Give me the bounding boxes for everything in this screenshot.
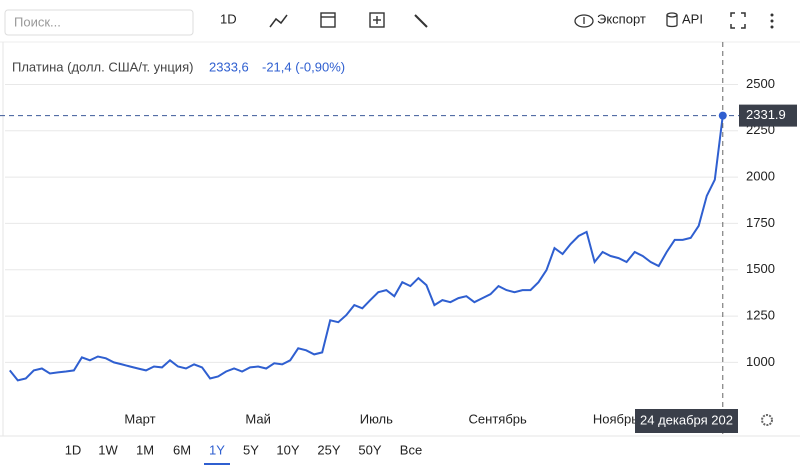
range-button[interactable]: 1W xyxy=(98,442,118,457)
export-icon[interactable] xyxy=(574,14,594,28)
range-button[interactable]: 1M xyxy=(136,442,154,457)
search-box[interactable] xyxy=(4,9,194,36)
range-button[interactable]: 50Y xyxy=(358,442,381,457)
y-tick-label: 2500 xyxy=(746,76,775,91)
api-icon xyxy=(666,12,678,28)
search-placeholder: Поиск... xyxy=(14,14,61,29)
x-tick-label: Июль xyxy=(360,411,393,426)
x-tick-label: Ноябрь xyxy=(593,411,638,426)
settings-tool-icon[interactable] xyxy=(414,14,428,28)
x-tick-label: Сентябрь xyxy=(469,411,527,426)
export-button[interactable]: Экспорт xyxy=(597,11,646,26)
y-tick-label: 1000 xyxy=(746,354,775,369)
menu-icon[interactable] xyxy=(770,13,774,29)
last-point xyxy=(718,111,727,120)
y-tick-label: 1750 xyxy=(746,215,775,230)
x-tick-label: Март xyxy=(124,411,155,426)
fullscreen-icon[interactable] xyxy=(730,12,746,29)
instrument-name: Платина (долл. США/т. унция) xyxy=(12,59,193,74)
y-tick-label: 2000 xyxy=(746,169,775,184)
gear-icon[interactable] xyxy=(761,414,773,426)
crosshair-value: 2331.9 xyxy=(746,107,786,122)
api-button[interactable]: API xyxy=(682,11,703,26)
range-button[interactable]: 6M xyxy=(173,442,191,457)
x-tick-label: Май xyxy=(245,411,270,426)
chart-type-icon[interactable] xyxy=(269,14,288,28)
calendar-icon[interactable] xyxy=(320,12,336,28)
date-label-box xyxy=(635,409,738,433)
range-button[interactable]: 1D xyxy=(65,442,82,457)
change: -21,4 (-0,90%) xyxy=(262,59,345,74)
add-icon[interactable] xyxy=(369,12,385,28)
range-button[interactable]: 1Y xyxy=(209,442,225,457)
range-button[interactable]: Все xyxy=(400,442,422,457)
value-label-box xyxy=(739,104,797,127)
range-button[interactable]: 10Y xyxy=(276,442,299,457)
y-tick-label: 1500 xyxy=(746,261,775,276)
interval-button[interactable]: 1D xyxy=(220,11,237,26)
price-line xyxy=(9,115,724,382)
range-button[interactable]: 5Y xyxy=(243,442,259,457)
y-tick-label: 1250 xyxy=(746,308,775,323)
crosshair-date: 24 декабря 202 xyxy=(640,412,733,427)
range-button[interactable]: 25Y xyxy=(317,442,340,457)
price: 2333,6 xyxy=(209,59,249,74)
